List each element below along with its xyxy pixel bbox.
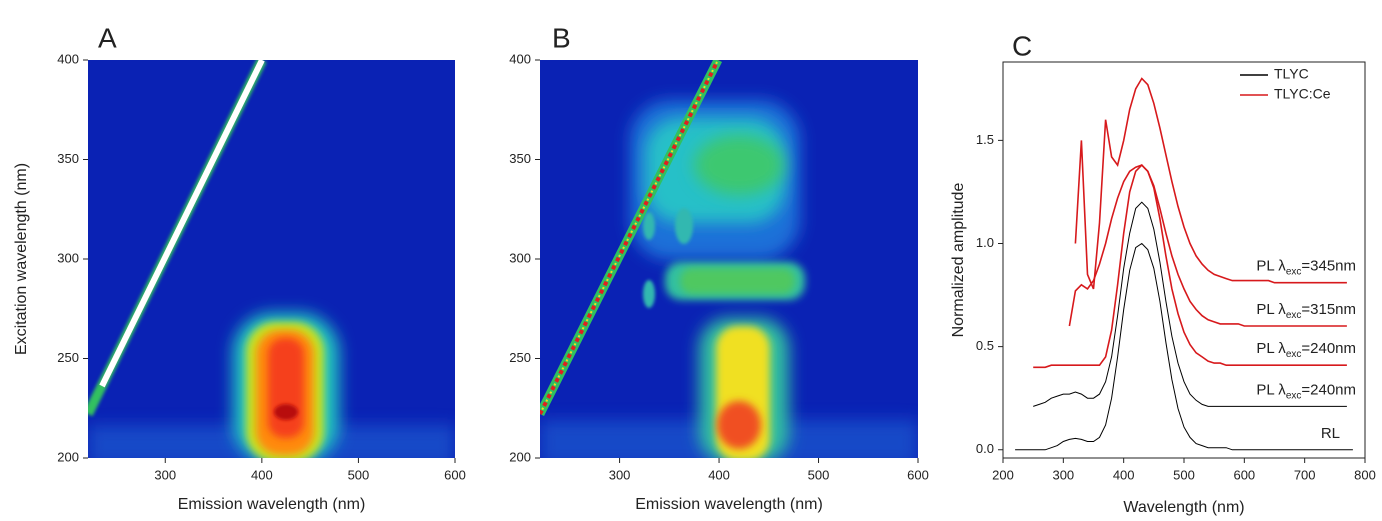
- heatmap-image: [540, 60, 918, 458]
- x-tick-label: 500: [808, 467, 830, 482]
- y-tick-label: 350: [509, 151, 531, 166]
- y-tick-label: 250: [57, 350, 79, 365]
- x-tick-label: 300: [609, 467, 631, 482]
- line: [1068, 164, 1347, 327]
- y-tick-label: 400: [509, 51, 531, 66]
- curve-label-part: =240nm: [1301, 381, 1356, 398]
- x-axis-label: Wavelength (nm): [1123, 499, 1244, 516]
- x-tick-label: 400: [708, 467, 730, 482]
- x-tick-label: 300: [154, 467, 176, 482]
- y-tick-label: 300: [509, 250, 531, 265]
- y-tick-label: 1.5: [976, 132, 994, 147]
- x-tick-label: 400: [1113, 467, 1135, 482]
- y-tick-label: 200: [57, 449, 79, 464]
- y-tick-label: 200: [509, 449, 531, 464]
- curve-label-part: =315nm: [1301, 301, 1356, 318]
- curve-label-part: RL: [1321, 425, 1340, 442]
- line: [1015, 242, 1353, 451]
- curve-label: PL λexc=240nm: [1256, 340, 1356, 360]
- x-tick-label: 500: [1173, 467, 1195, 482]
- curve-label-part: PL λ: [1256, 340, 1286, 357]
- x-tick-label: 300: [1052, 467, 1074, 482]
- line: [1033, 163, 1347, 369]
- x-axis-label: Emission wavelength (nm): [635, 496, 823, 513]
- y-tick-label: 300: [57, 250, 79, 265]
- x-tick-label: 700: [1294, 467, 1316, 482]
- curve-label-part: PL λ: [1256, 301, 1286, 318]
- curve-label-part: PL λ: [1256, 258, 1286, 275]
- x-tick-label: 500: [348, 467, 370, 482]
- curve-label-part: exc: [1286, 310, 1302, 321]
- curve-label: PL λexc=345nm: [1256, 258, 1356, 278]
- curve-label-part: =240nm: [1301, 340, 1356, 357]
- y-tick-label: 350: [57, 151, 79, 166]
- y-tick-label: 0.5: [976, 338, 994, 353]
- curve-label: PL λexc=240nm: [1256, 381, 1356, 401]
- x-tick-label: 200: [992, 467, 1014, 482]
- x-tick-label: 600: [1233, 467, 1255, 482]
- curves: [1015, 77, 1353, 451]
- x-tick-label: 600: [444, 467, 466, 482]
- curve-label-part: =345nm: [1301, 258, 1356, 275]
- curve-label-part: PL λ: [1256, 381, 1286, 398]
- line: [1074, 77, 1347, 290]
- y-axis-label: Normalized amplitude: [950, 183, 967, 338]
- y-tick-label: 0.0: [976, 441, 994, 456]
- curve-label-part: exc: [1286, 390, 1302, 401]
- y-tick-label: 1.0: [976, 235, 994, 250]
- curve-label: PL λexc=315nm: [1256, 301, 1356, 321]
- curve-label: RL: [1321, 425, 1340, 442]
- line: [1033, 201, 1347, 407]
- x-tick-label: 400: [251, 467, 273, 482]
- legend-text: TLYC: [1274, 66, 1309, 82]
- y-tick-label: 400: [57, 51, 79, 66]
- curve-label-part: exc: [1286, 349, 1302, 360]
- y-tick-label: 250: [509, 350, 531, 365]
- panel-label: B: [552, 22, 571, 53]
- y-axis-label: Excitation wavelength (nm): [13, 163, 30, 355]
- legend-text: TLYC:Ce: [1274, 86, 1331, 102]
- curve-label-part: exc: [1286, 266, 1302, 277]
- x-axis-label: Emission wavelength (nm): [178, 496, 366, 513]
- x-tick-label: 800: [1354, 467, 1376, 482]
- x-tick-label: 600: [907, 467, 929, 482]
- panel-label: A: [98, 22, 117, 53]
- heatmap-image: [88, 60, 455, 458]
- panel-label: C: [1012, 30, 1032, 61]
